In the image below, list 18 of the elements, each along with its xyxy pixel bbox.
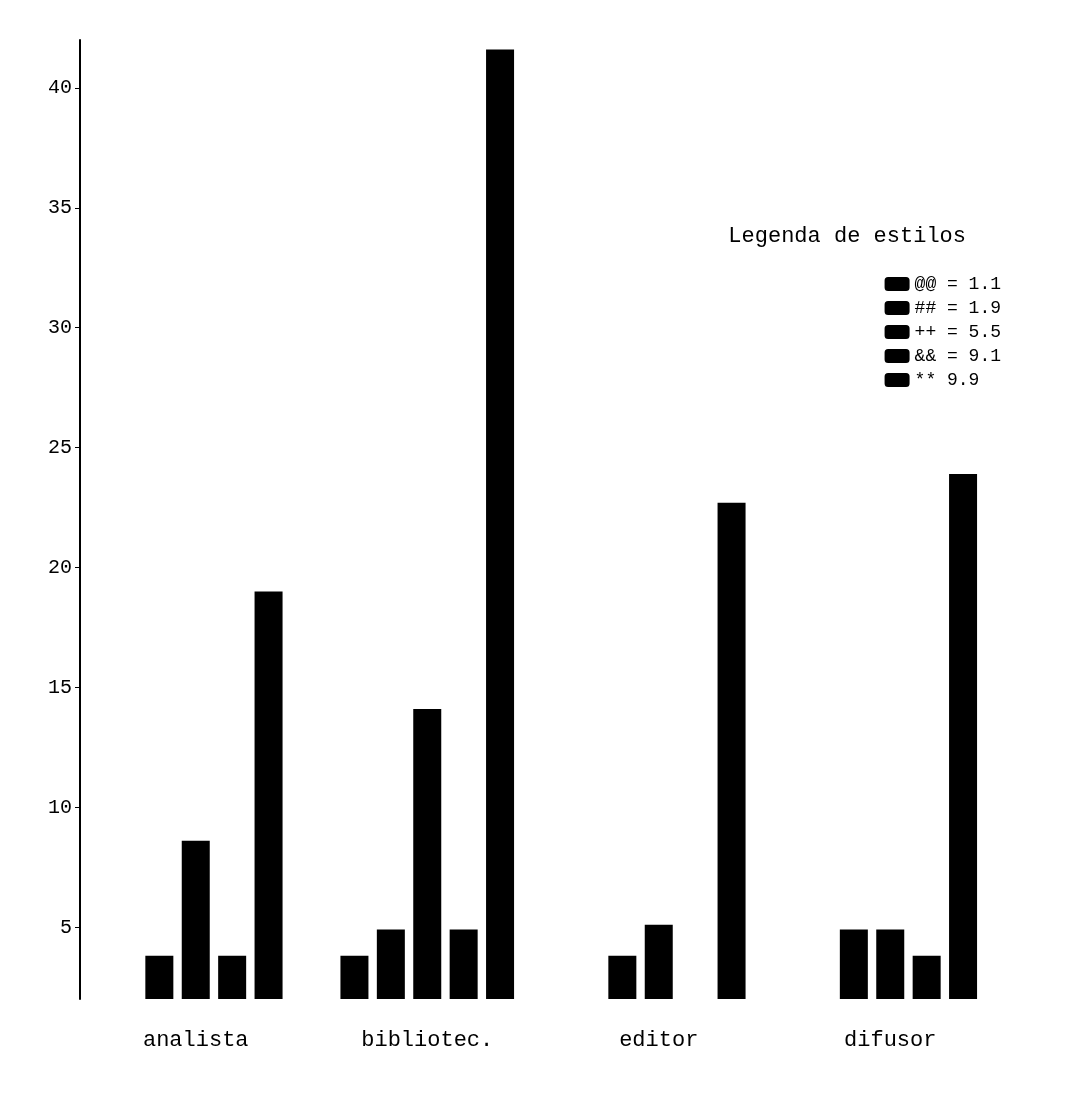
y-tick-label: 25	[47, 436, 72, 460]
legend-label: && = 9.1	[914, 346, 1002, 366]
legend-label: @@ = 1.1	[914, 274, 1002, 294]
y-tick-label: 30	[47, 316, 72, 340]
legend-label: ++ = 5.5	[914, 322, 1002, 342]
y-tick-label: 35	[47, 196, 72, 220]
y-tick-label: 40	[47, 76, 72, 100]
y-tick-label: 15	[47, 675, 72, 699]
y-tick-label: 5	[59, 915, 72, 939]
y-tick-label: 10	[47, 795, 72, 819]
x-tick-label: analista	[142, 1027, 249, 1053]
x-tick-label: editor	[619, 1027, 699, 1053]
legend-label: ** 9.9	[914, 370, 980, 390]
legend-title: Legenda de estilos	[728, 223, 966, 249]
legend-label: ## = 1.9	[914, 298, 1002, 318]
x-tick-label: difusor	[844, 1027, 937, 1053]
x-tick-label: bibliotec.	[361, 1027, 494, 1053]
y-tick-label: 20	[47, 555, 72, 579]
